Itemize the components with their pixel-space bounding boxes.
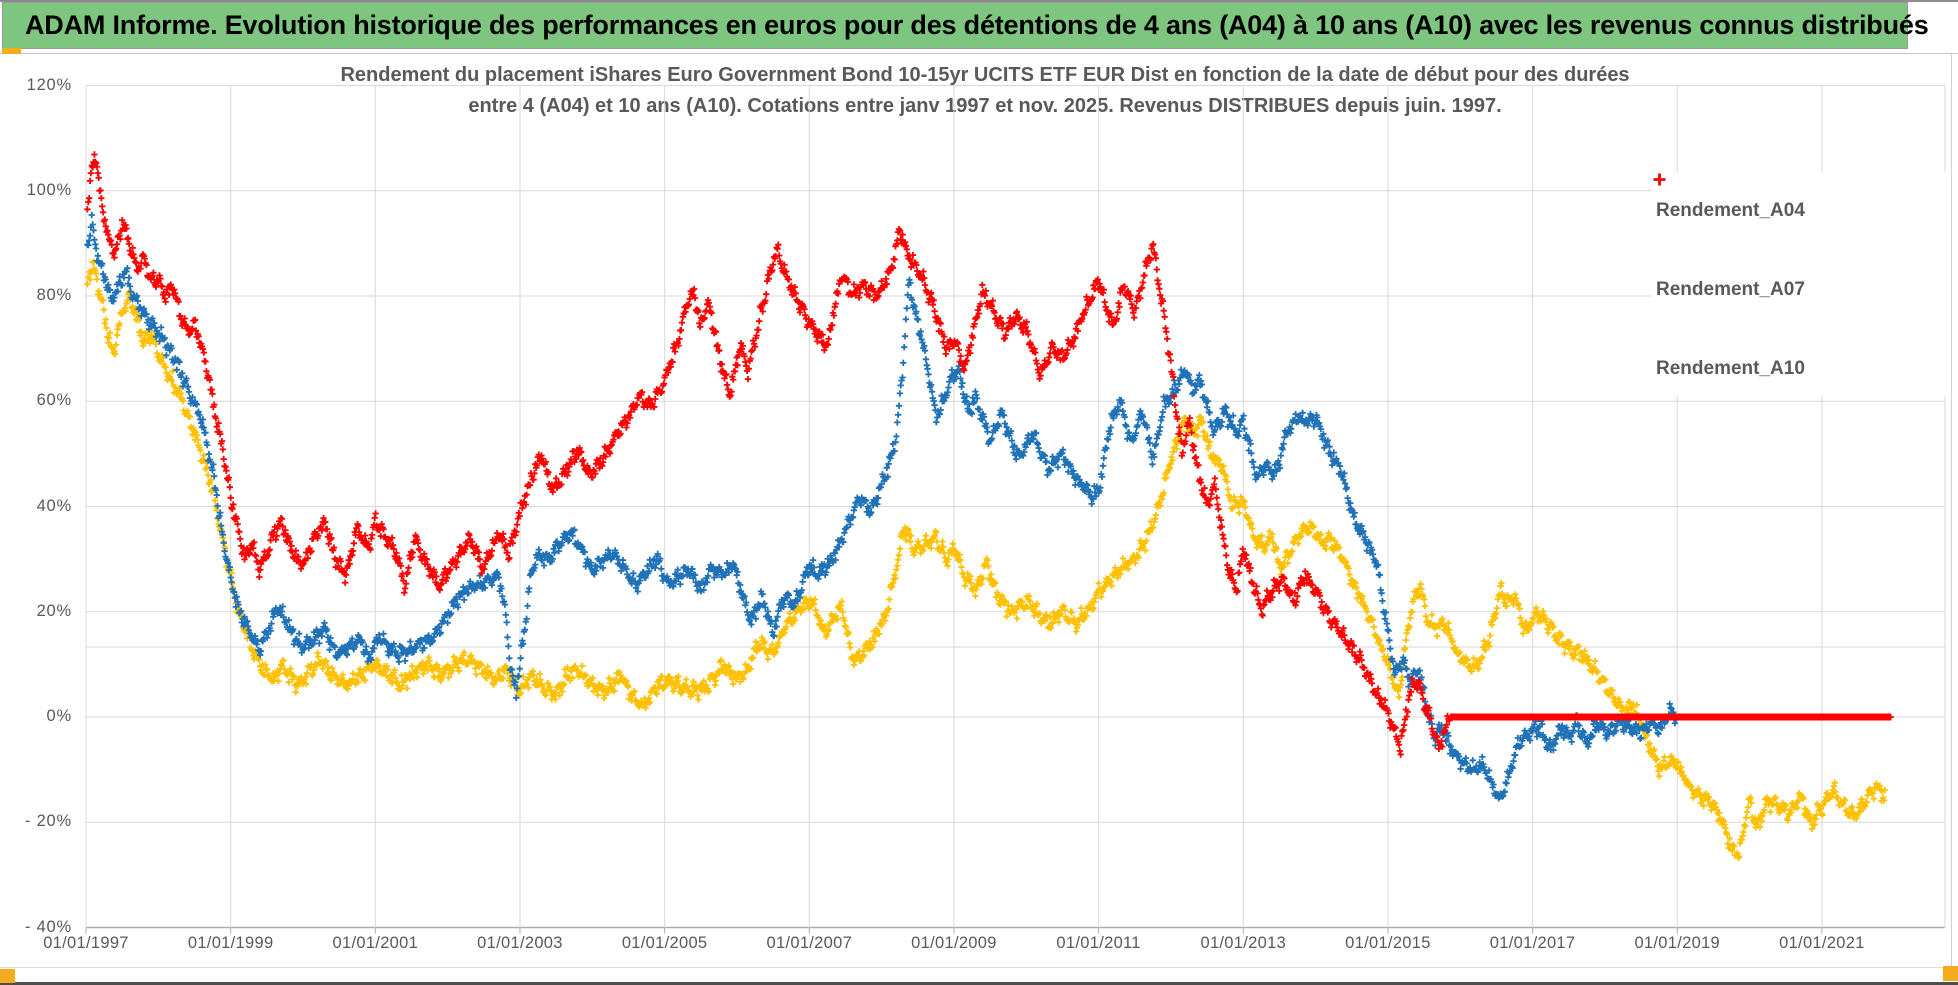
x-tick-label: 01/01/2021 xyxy=(1779,934,1865,952)
x-tick-label: 01/01/2019 xyxy=(1634,934,1721,952)
legend-item-rendement-a10[interactable]: Rendement_A10 xyxy=(1653,173,1950,382)
x-tick-label: 01/01/2017 xyxy=(1489,934,1576,952)
y-tick-label: 0% xyxy=(46,707,72,725)
y-tick-label: 40% xyxy=(36,496,72,515)
series-rendement_a07[interactable] xyxy=(84,211,1679,802)
header-accent-square xyxy=(2,48,21,54)
corner-accent-bottom-left xyxy=(0,969,15,983)
plus-marker-icon xyxy=(1653,173,1666,186)
y-tick-label: 100% xyxy=(26,180,72,199)
legend-label: Rendement_A07 xyxy=(1656,279,1805,300)
x-tick-label: 01/01/2003 xyxy=(477,934,563,952)
y-tick-label: - 40% xyxy=(24,917,72,936)
x-tick-label: 01/01/2001 xyxy=(332,934,419,952)
x-tick-label: 01/01/2007 xyxy=(766,934,853,952)
x-tick-label: 01/01/2013 xyxy=(1200,934,1287,952)
series-rendement_a10-flat-zero-markers xyxy=(1447,713,1894,721)
sheet-row-divider xyxy=(0,967,1958,968)
header-divider xyxy=(0,53,1958,54)
y-tick-label: 60% xyxy=(36,391,72,410)
series-rendement_a04[interactable] xyxy=(84,258,1889,861)
chart-right-border xyxy=(1951,54,1952,967)
window-top-border xyxy=(0,0,1958,2)
legend-item-rendement-a07[interactable]: Rendement_A07 xyxy=(1653,173,1950,303)
y-tick-label: 120% xyxy=(26,75,72,94)
x-tick-label: 01/01/1997 xyxy=(43,934,129,952)
y-tick-label: 20% xyxy=(36,601,72,620)
x-tick-label: 01/01/2005 xyxy=(621,934,708,952)
legend-label: Rendement_A10 xyxy=(1656,358,1805,379)
header-bar: ADAM Informe. Evolution historique des p… xyxy=(2,2,1929,49)
window-bottom-border xyxy=(0,982,1958,985)
x-tick-label: 01/01/2009 xyxy=(911,934,997,952)
legend-label: Rendement_A04 xyxy=(1656,200,1805,221)
corner-accent-bottom-right xyxy=(1943,966,1958,981)
chart-legend: Rendement_A04 Rendement_A07 Rendement_A1… xyxy=(1652,172,1950,396)
series-rendement_a10[interactable] xyxy=(84,151,1454,758)
legend-item-rendement-a04[interactable]: Rendement_A04 xyxy=(1653,173,1950,224)
page-title: ADAM Informe. Evolution historique des p… xyxy=(25,10,1929,40)
y-tick-label: 80% xyxy=(36,286,72,304)
x-tick-label: 01/01/2015 xyxy=(1345,934,1431,952)
x-tick-label: 01/01/1999 xyxy=(187,934,274,952)
x-tick-label: 01/01/2011 xyxy=(1056,934,1141,952)
y-tick-label: - 20% xyxy=(24,812,72,831)
chart-title-line1: Rendement du placement iShares Euro Gove… xyxy=(340,64,1630,86)
